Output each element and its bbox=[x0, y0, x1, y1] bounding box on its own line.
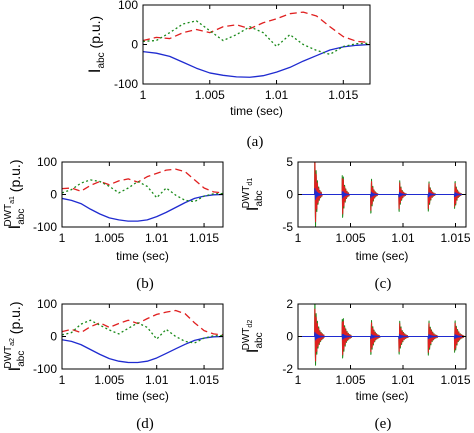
panel-b: 1 1.005 1.01 1.015 -100 0 100 time (sec) IabcDWT… bbox=[3, 155, 224, 292]
x-axis-label: time (sec) bbox=[116, 389, 169, 403]
plot-area bbox=[62, 168, 223, 222]
series-line-c-2 bbox=[298, 188, 466, 200]
y-tick-label: -100 bbox=[114, 77, 138, 91]
x-axis-label: time (sec) bbox=[116, 249, 169, 263]
x-tick-label: 1.015 bbox=[440, 231, 470, 245]
y-tick-label: 0 bbox=[50, 330, 57, 344]
x-axis-label: time (sec) bbox=[356, 249, 409, 263]
x-tick-label: 1.005 bbox=[335, 231, 365, 245]
x-tick-label: 1 bbox=[59, 231, 66, 245]
y-axis-label: IabcDWTa2 (p.u.) bbox=[3, 301, 27, 371]
x-tick-label: 1.015 bbox=[189, 373, 219, 387]
panel-caption: (e) bbox=[375, 416, 392, 432]
y-tick-label: 100 bbox=[37, 297, 57, 311]
y-tick-label: 0 bbox=[286, 188, 293, 202]
panel-caption: (c) bbox=[375, 276, 392, 292]
x-tick-label: 1.01 bbox=[145, 373, 169, 387]
panel-caption: (d) bbox=[136, 416, 154, 432]
panel-e: 1 1.005 1.01 1.015 -2 0 2 time (sec) IabcDWTd2 (e… bbox=[241, 297, 471, 432]
series-line-c-0 bbox=[298, 162, 466, 227]
x-tick-label: 1.01 bbox=[265, 88, 289, 102]
x-tick-label: 1.005 bbox=[94, 373, 124, 387]
axes-box bbox=[61, 303, 224, 370]
x-tick-label: 1 bbox=[59, 373, 66, 387]
panel-a: 1 1.005 1.01 1.015 -100 0 100 time (sec) Iabc (p… bbox=[85, 0, 371, 150]
x-tick-label: 1.01 bbox=[391, 373, 415, 387]
x-tick-label: 1.005 bbox=[94, 231, 124, 245]
series-line-d-1 bbox=[62, 309, 223, 336]
plot-area bbox=[298, 162, 466, 227]
series-line-e-0 bbox=[298, 304, 466, 366]
series-line-d-0 bbox=[62, 335, 223, 364]
y-axis-label: IabcDWTd2 bbox=[241, 320, 265, 354]
y-axis-label: Iabc (p.u.) bbox=[85, 16, 107, 73]
series-line-b-2 bbox=[62, 179, 223, 203]
x-tick-label: 1.015 bbox=[189, 231, 219, 245]
y-tick-label: 100 bbox=[37, 155, 57, 169]
x-tick-label: 1 bbox=[140, 88, 147, 102]
x-tick-label: 1.005 bbox=[335, 373, 365, 387]
y-tick-label: -100 bbox=[33, 220, 57, 234]
x-axis-label: time (sec) bbox=[230, 104, 283, 118]
y-tick-label: 0 bbox=[50, 188, 57, 202]
y-tick-label: -5 bbox=[282, 220, 293, 234]
x-axis-label: time (sec) bbox=[356, 389, 409, 403]
axes-box bbox=[142, 4, 371, 85]
y-tick-label: -2 bbox=[282, 362, 293, 376]
panel-c: 1 1.005 1.01 1.015 -5 0 5 time (sec) IabcDWTd1 (c… bbox=[241, 155, 471, 292]
y-tick-label: 2 bbox=[286, 297, 293, 311]
y-axis-label: IabcDWTd1 bbox=[241, 178, 265, 212]
x-tick-label: 1.01 bbox=[145, 231, 169, 245]
series-line-e-2 bbox=[298, 332, 466, 341]
x-tick-label: 1.015 bbox=[440, 373, 470, 387]
axes-box bbox=[61, 161, 224, 228]
x-tick-label: 1 bbox=[295, 231, 302, 245]
plot-area bbox=[62, 309, 223, 364]
series-line-e-1 bbox=[298, 308, 466, 362]
x-tick-label: 1 bbox=[295, 373, 302, 387]
panel-d: 1 1.005 1.01 1.015 -100 0 100 time (sec) IabcDWT… bbox=[3, 297, 224, 432]
plot-area bbox=[298, 304, 466, 366]
y-tick-label: 0 bbox=[131, 38, 138, 52]
series-line-b-1 bbox=[62, 168, 223, 194]
panel-caption: (b) bbox=[136, 276, 154, 292]
y-tick-label: 5 bbox=[286, 155, 293, 169]
x-tick-label: 1.015 bbox=[328, 88, 358, 102]
plot-area bbox=[143, 11, 370, 78]
y-tick-label: 0 bbox=[286, 330, 293, 344]
series-line-a-1 bbox=[143, 11, 370, 44]
series-line-d-2 bbox=[62, 319, 223, 344]
series-line-c-1 bbox=[298, 162, 466, 223]
y-tick-label: 100 bbox=[118, 0, 138, 12]
y-axis-label: IabcDWTa1 (p.u.) bbox=[3, 159, 27, 229]
series-line-a-2 bbox=[143, 20, 370, 56]
x-tick-label: 1.005 bbox=[195, 88, 225, 102]
panel-caption: (a) bbox=[247, 134, 264, 150]
x-tick-label: 1.01 bbox=[391, 231, 415, 245]
series-line-b-0 bbox=[62, 193, 223, 222]
series-line-a-0 bbox=[143, 43, 370, 78]
y-tick-label: -100 bbox=[33, 362, 57, 376]
